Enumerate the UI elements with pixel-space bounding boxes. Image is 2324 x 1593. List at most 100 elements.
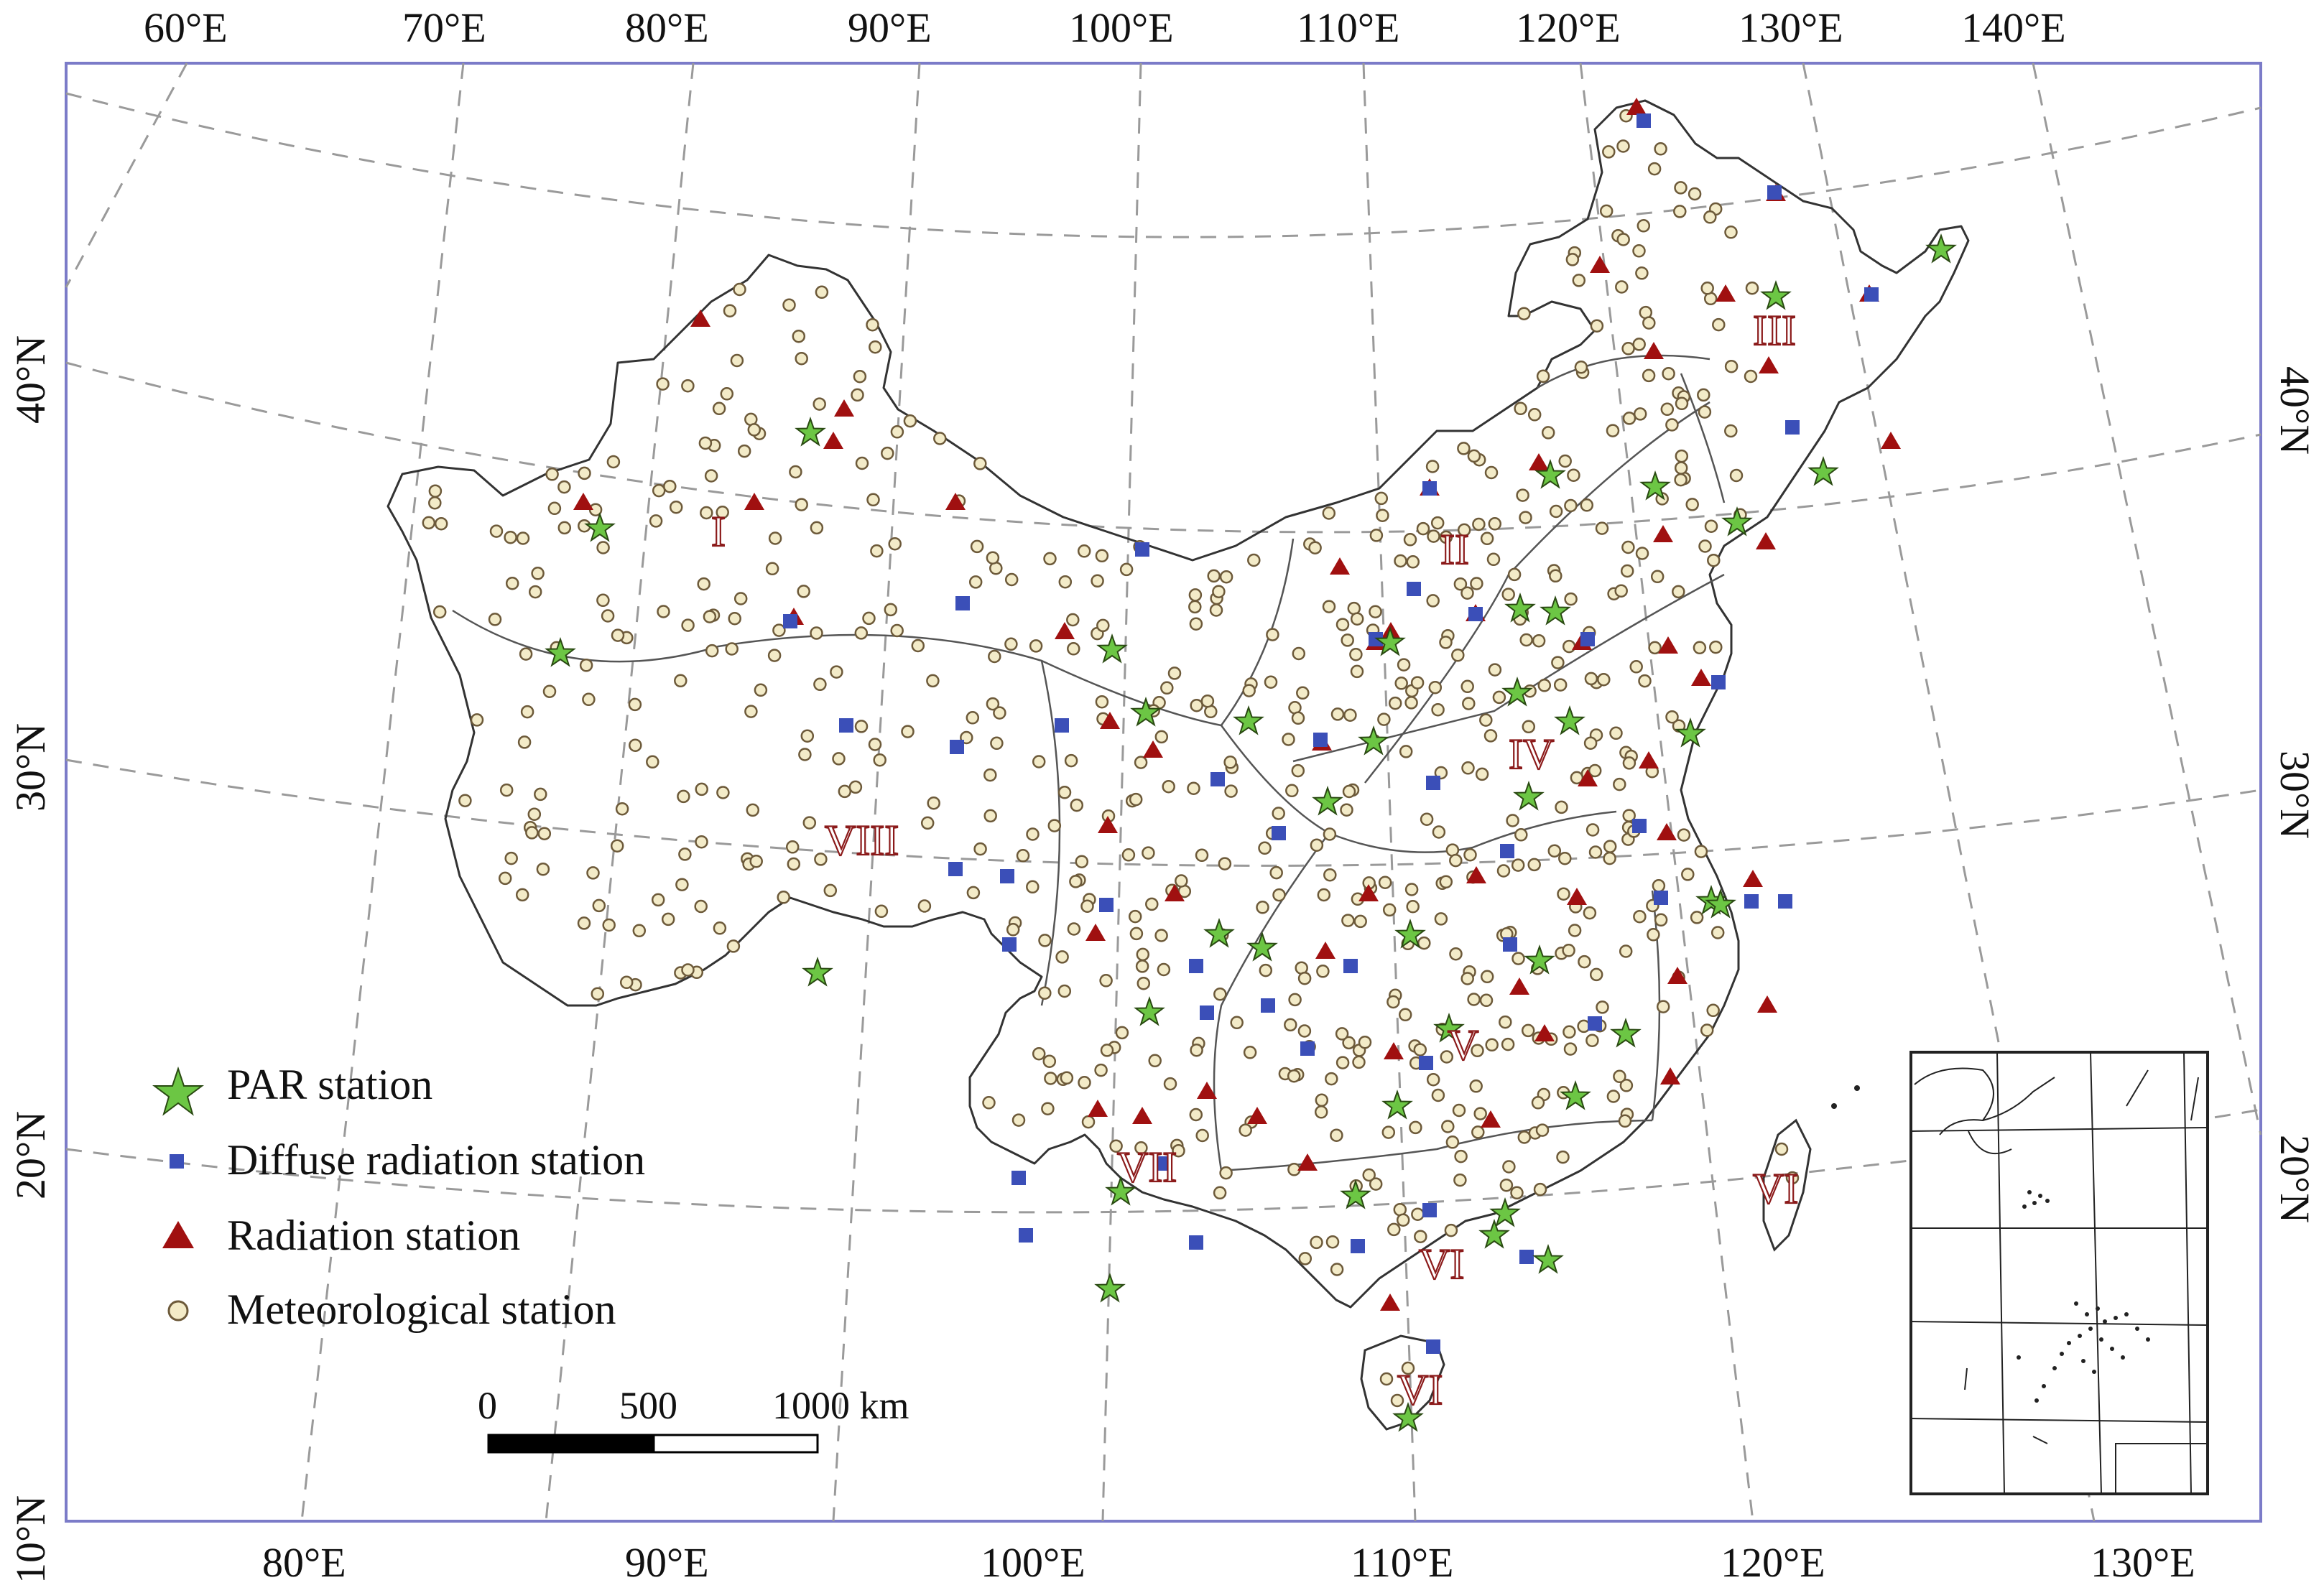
diffuse-station-marker <box>1468 607 1483 621</box>
meteorological-station-marker <box>1162 779 1175 794</box>
meteorological-station-marker <box>903 414 917 428</box>
diffuse-station-marker <box>1426 776 1440 790</box>
radiation-station-marker <box>1481 1110 1501 1128</box>
meteorological-station-marker <box>1394 677 1408 690</box>
meteorological-station-marker <box>534 787 547 802</box>
radiation-station-marker <box>1757 995 1777 1013</box>
diffuse-station-marker <box>1189 959 1203 973</box>
meteorological-station-marker <box>1460 679 1474 694</box>
meteorological-station-marker <box>1439 636 1453 649</box>
meteorological-station-marker <box>810 626 823 640</box>
meteorological-station-marker <box>649 514 663 528</box>
diffuse-station-marker <box>1210 772 1225 786</box>
top-lon-130: 130°E <box>1739 4 1843 51</box>
diffuse-station-marker <box>1636 113 1651 128</box>
meteorological-station-marker <box>1078 1076 1091 1090</box>
meteorological-station-marker <box>713 921 727 935</box>
par-station-marker <box>1513 780 1545 811</box>
meteorological-station-marker <box>1282 733 1295 746</box>
meteorological-station-marker <box>1620 564 1634 578</box>
meteorological-station-marker <box>1317 888 1331 902</box>
meteorological-station-marker <box>1026 880 1040 894</box>
meteorological-station-marker <box>720 387 734 401</box>
legend-diffuse-square <box>170 1154 184 1169</box>
taiwan-outline <box>1762 1118 1812 1252</box>
diffuse-station-marker <box>1369 632 1383 646</box>
legend-par-label: PAR station <box>227 1061 432 1108</box>
meteorological-station-marker <box>1557 887 1570 901</box>
meteorological-station-marker <box>973 457 987 470</box>
meteorological-station-marker <box>1121 848 1136 862</box>
meteorological-station-marker <box>1006 923 1020 937</box>
meteorological-station-marker <box>1136 947 1150 962</box>
meteorological-station-marker <box>1460 972 1474 985</box>
meteorological-station-marker <box>1472 517 1486 531</box>
left-lat-20: 20°N <box>7 1111 54 1199</box>
top-lon-100: 100°E <box>1069 4 1174 51</box>
radiation-station-marker <box>1653 525 1673 542</box>
meteorological-station-marker <box>1648 641 1662 655</box>
meteorological-station-marker <box>1467 449 1481 463</box>
meteorological-station-marker <box>1709 640 1723 654</box>
meteorological-station-marker <box>705 644 719 658</box>
meteorological-station-marker <box>1330 1128 1343 1142</box>
meteorological-station-marker <box>1064 753 1078 768</box>
radiation-station-marker <box>1590 256 1610 273</box>
meteorological-station-marker <box>890 623 904 638</box>
meteorological-station-marker <box>1479 993 1494 1008</box>
meteorological-station-marker <box>1259 963 1273 977</box>
radiation-station-marker <box>1667 967 1688 984</box>
scale-zero: 0 <box>478 1384 497 1427</box>
meteorological-station-marker <box>1207 569 1221 583</box>
par-station-marker <box>1130 696 1162 727</box>
meteorological-station-marker <box>881 446 894 460</box>
top-lon-80: 80°E <box>625 4 709 51</box>
radiation-station-marker <box>1534 1024 1555 1041</box>
par-station-marker <box>1312 785 1343 816</box>
meteorological-station-marker <box>1622 412 1636 425</box>
meteorological-station-marker <box>700 506 713 520</box>
diffuse-station-marker <box>783 614 797 628</box>
radiation-station-marker <box>1509 977 1529 995</box>
meteorological-station-marker <box>1745 281 1759 295</box>
diffuse-station-marker <box>1767 185 1782 200</box>
diffuse-station-marker <box>1588 1016 1602 1031</box>
meteorological-station-marker <box>1342 1036 1356 1050</box>
meteorological-station-marker <box>557 521 572 535</box>
region-label-4: IV <box>1509 730 1554 778</box>
meteorological-station-marker <box>1724 226 1738 239</box>
meteorological-station-marker <box>1272 888 1286 902</box>
meteorological-station-marker <box>1665 710 1679 724</box>
meteorological-station-marker <box>1042 1054 1057 1068</box>
par-station-marker <box>1203 917 1235 948</box>
meteorological-station-marker <box>768 531 782 545</box>
meteorological-station-marker <box>678 847 692 861</box>
meteorological-station-marker <box>657 605 670 618</box>
meteorological-station-marker <box>1335 1056 1350 1069</box>
par-station-marker <box>1532 1243 1564 1274</box>
meteorological-station-marker <box>983 809 997 823</box>
diffuse-station-marker <box>1426 1339 1440 1354</box>
meteorological-station-marker <box>1403 533 1417 547</box>
meteorological-station-marker <box>1502 1160 1516 1174</box>
meteorological-station-marker <box>1578 955 1591 969</box>
meteorological-station-marker <box>1636 219 1651 233</box>
meteorological-station-marker <box>1330 707 1345 721</box>
meteorological-station-marker <box>926 674 940 688</box>
par-station-marker <box>1705 888 1736 919</box>
radiation-station-marker <box>1644 342 1664 359</box>
meteorological-station-marker <box>1480 970 1494 984</box>
meteorological-station-marker <box>1310 838 1324 852</box>
meteorological-station-marker <box>787 857 801 871</box>
meteorological-station-marker <box>1599 204 1614 218</box>
meteorological-station-marker <box>1175 874 1188 888</box>
meteorological-station-marker <box>1420 812 1434 826</box>
meteorological-station-marker <box>1562 944 1575 957</box>
meteorological-station-marker <box>1060 1071 1074 1085</box>
meteorological-station-marker <box>888 537 902 551</box>
diffuse-station-marker <box>1261 998 1275 1013</box>
meteorological-station-marker <box>832 752 846 766</box>
par-station-marker <box>1504 592 1536 623</box>
island-dot <box>1854 1085 1860 1091</box>
